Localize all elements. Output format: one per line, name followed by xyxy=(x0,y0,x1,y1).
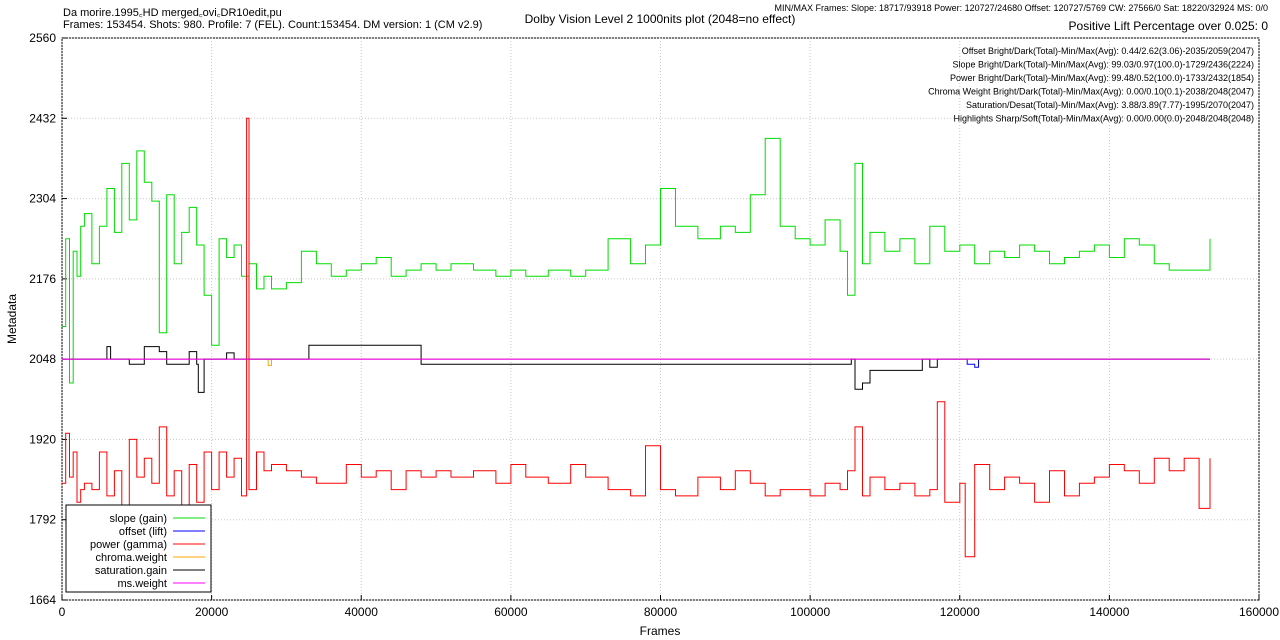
x-tick-label: 100000 xyxy=(790,605,830,619)
minmax-info: MIN/MAX Frames: Slope: 18717/93918 Power… xyxy=(774,3,1269,13)
y-tick-label: 2560 xyxy=(29,31,56,45)
x-axis-ticks: 0 20000 40000 60000 80000 100000 120000 140000 1… xyxy=(59,595,1279,619)
stat-line: Highlights Sharp/Soft(Total)-Min/Max(Avg… xyxy=(954,114,1255,124)
chart-title: Dolby Vision Level 2 1000nits plot (2048… xyxy=(525,12,796,26)
legend-label: offset (lift) xyxy=(119,526,167,538)
x-axis-label: Frames xyxy=(640,624,681,638)
y-axis-ticks: 1664 1792 1920 2048 2176 2304 2432 2560 xyxy=(29,31,67,607)
y-tick-label: 2048 xyxy=(29,352,56,366)
stat-line: Saturation/Desat(Total)-Min/Max(Avg): 3.… xyxy=(966,100,1254,110)
stat-line: Power Bright/Dark(Total)-Min/Max(Avg): 9… xyxy=(950,73,1254,83)
legend-box xyxy=(65,504,212,593)
legend-label: ms.weight xyxy=(117,578,167,590)
y-axis-label: Metadata xyxy=(5,294,19,344)
series-lines xyxy=(62,117,1211,558)
x-tick-label: 20000 xyxy=(195,605,229,619)
y-tick-label: 1792 xyxy=(29,513,56,527)
stats-panel: Offset Bright/Dark(Total)-Min/Max(Avg): … xyxy=(928,46,1254,124)
stat-line: Slope Bright/Dark(Total)-Min/Max(Avg): 9… xyxy=(953,60,1255,70)
positive-lift-info: Positive Lift Percentage over 0.025: 0 xyxy=(1068,19,1268,33)
x-tick-label: 60000 xyxy=(494,605,528,619)
x-tick-label: 40000 xyxy=(345,605,379,619)
legend-label: power (gamma) xyxy=(90,539,167,551)
x-tick-label: 80000 xyxy=(644,605,678,619)
legend-label: slope (gain) xyxy=(110,513,167,525)
x-tick-label: 140000 xyxy=(1089,605,1129,619)
y-tick-label: 1920 xyxy=(29,432,56,446)
y-tick-label: 2304 xyxy=(29,192,56,206)
legend-label: chroma.weight xyxy=(95,552,167,564)
frames-info: Frames: 153454. Shots: 980. Profile: 7 (… xyxy=(63,19,483,31)
stat-line: Chroma Weight Bright/Dark(Total)-Min/Max… xyxy=(928,87,1254,97)
legend: slope (gain)offset (lift)power (gamma)ch… xyxy=(65,504,212,593)
file-name: Da morire.1995꜀HD merged꜀ovi꜀DR10edit,pu xyxy=(63,7,282,19)
stat-line: Offset Bright/Dark(Total)-Min/Max(Avg): … xyxy=(962,46,1254,56)
grid-lines xyxy=(61,37,1260,601)
series-line-slope-gain xyxy=(62,137,1211,384)
y-tick-label: 2432 xyxy=(29,111,56,125)
legend-label: saturation.gain xyxy=(95,565,167,577)
x-tick-label: 120000 xyxy=(940,605,980,619)
x-tick-label: 160000 xyxy=(1239,605,1279,619)
series-line-power-gamma xyxy=(62,117,1211,558)
x-tick-label: 0 xyxy=(59,605,66,619)
y-tick-label: 1664 xyxy=(29,593,56,607)
y-tick-label: 2176 xyxy=(29,272,56,286)
